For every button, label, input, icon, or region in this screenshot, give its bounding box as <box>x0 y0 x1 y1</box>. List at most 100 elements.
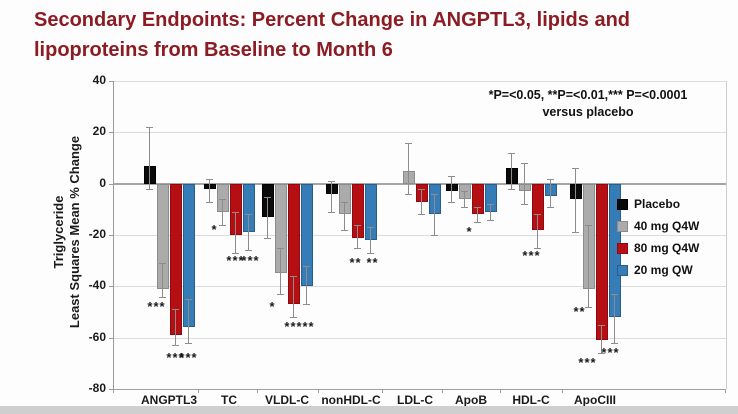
significance-stars: *** <box>179 350 198 366</box>
error-bar-cap <box>159 263 166 265</box>
error-bar-cap <box>598 324 605 326</box>
error-bar <box>222 199 223 225</box>
error-bar-cap <box>185 342 192 344</box>
error-bar-cap <box>611 294 618 296</box>
error-bar-cap <box>487 219 494 221</box>
gridline <box>114 337 726 339</box>
error-bar-cap <box>206 178 213 180</box>
significance-stars: ** <box>366 255 379 271</box>
significance-stars: * <box>466 224 473 240</box>
legend-swatch <box>617 242 628 254</box>
error-bar-cap <box>521 204 528 206</box>
significance-stars: * <box>269 298 276 314</box>
error-bar-cap <box>354 247 361 249</box>
error-bar <box>209 178 210 202</box>
error-bar-cap <box>341 229 348 231</box>
error-bar-cap <box>264 196 271 198</box>
significance-stars: *** <box>226 252 245 268</box>
error-bar <box>331 181 332 212</box>
x-category-label: TC <box>221 393 237 407</box>
error-bar <box>162 263 163 297</box>
y-tick-label: -40 <box>88 278 106 293</box>
error-bar-cap <box>448 175 455 177</box>
pvalue-annotation-line1: *P=<0.05, **P=<0.01,*** P=<0.0001 <box>488 88 688 102</box>
legend-item: 20 mg QW <box>617 259 699 281</box>
bottom-edge-strip <box>0 406 738 414</box>
y-axis-tick <box>109 132 113 134</box>
y-axis-tick <box>109 286 113 288</box>
error-bar <box>149 127 150 189</box>
error-bar-cap <box>534 214 541 216</box>
x-axis-tick <box>198 389 199 393</box>
error-bar-cap <box>219 199 226 201</box>
legend-item: 80 mg Q4W <box>617 237 699 259</box>
significance-stars: *** <box>601 345 620 361</box>
error-bar-cap <box>585 306 592 308</box>
significance-stars: *** <box>522 247 541 263</box>
significance-stars: *** <box>578 355 597 371</box>
legend-label: 20 mg QW <box>634 263 693 277</box>
page-title: Secondary Endpoints: Percent Change in A… <box>34 5 674 65</box>
error-bar-cap <box>508 152 515 154</box>
significance-stars: ** <box>349 255 362 271</box>
x-category-label: LDL-C <box>397 393 433 407</box>
error-bar-cap <box>245 214 252 216</box>
error-bar-cap <box>232 252 239 254</box>
y-tick-label: -60 <box>88 329 106 344</box>
x-axis-tick <box>318 389 319 393</box>
x-axis-tick <box>500 389 501 393</box>
error-bar-cap <box>431 193 438 195</box>
y-tick-label: -20 <box>88 227 106 241</box>
error-bar-cap <box>303 265 310 267</box>
x-axis-tick <box>257 389 258 393</box>
legend-swatch <box>617 264 628 276</box>
error-bar-cap <box>146 188 153 190</box>
error-bar-cap <box>534 247 541 249</box>
error-bar-cap <box>232 211 239 213</box>
y-axis-tick <box>109 183 113 185</box>
error-bar <box>421 188 422 215</box>
error-bar-cap <box>405 193 412 195</box>
error-bar <box>280 247 281 295</box>
legend-item: 40 mg Q4W <box>617 215 699 237</box>
x-category-label: ApoB <box>455 393 487 407</box>
error-bar-cap <box>572 168 579 170</box>
x-axis-tick <box>562 389 563 393</box>
y-axis-tick <box>109 235 113 236</box>
error-bar-cap <box>448 201 455 203</box>
significance-stars: *** <box>241 252 260 268</box>
error-bar <box>188 299 189 343</box>
error-bar-cap <box>264 237 271 239</box>
legend-swatch <box>617 198 628 210</box>
y-axis-tick <box>109 337 113 339</box>
error-bar <box>464 191 465 207</box>
legend-item: Placebo <box>617 193 699 215</box>
error-bar-cap <box>461 206 468 208</box>
legend-label: Placebo <box>634 197 681 211</box>
error-bar-cap <box>487 204 494 206</box>
error-bar-cap <box>405 142 412 144</box>
y-tick-label: 40 <box>92 73 106 87</box>
x-category-label: HDL-C <box>512 393 550 407</box>
error-bar <box>370 227 371 253</box>
gridline <box>114 132 726 134</box>
y-tick-label: 20 <box>92 124 106 139</box>
error-bar <box>306 265 307 305</box>
y-tick-label: -80 <box>88 381 106 395</box>
error-bar-cap <box>508 188 515 190</box>
significance-stars: *** <box>147 298 166 314</box>
error-bar-cap <box>277 294 284 296</box>
x-axis-tick <box>113 389 114 393</box>
error-bar-cap <box>328 181 335 183</box>
significance-stars: *** <box>166 350 185 366</box>
error-bar-cap <box>547 178 554 180</box>
error-bar <box>524 163 525 205</box>
y-axis-tick <box>109 389 113 390</box>
error-bar <box>614 294 615 343</box>
gridline <box>114 235 726 236</box>
error-bar <box>575 168 576 233</box>
chart-plot-area: *** *** *** * *** *** * *** ** ** ** * *** ** *** *** AN… <box>113 81 727 407</box>
significance-stars: ** <box>573 304 586 319</box>
error-bar-cap <box>431 235 438 236</box>
